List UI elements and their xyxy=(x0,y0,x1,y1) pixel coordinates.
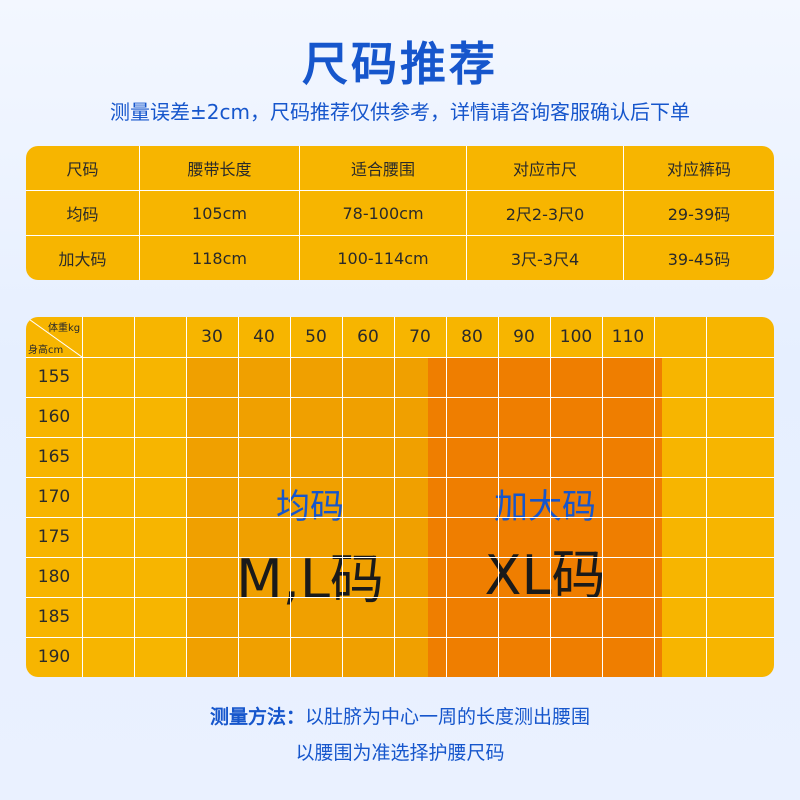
grid-line-horizontal xyxy=(26,557,774,558)
grid-line-horizontal xyxy=(26,517,774,518)
zone-xl-name: 加大码 xyxy=(494,487,596,527)
height-label: 190 xyxy=(37,647,71,667)
grid-line-vertical xyxy=(238,317,239,677)
grid-line-horizontal xyxy=(26,397,774,398)
height-label: 180 xyxy=(37,567,71,587)
weight-label: 90 xyxy=(513,327,535,347)
height-label: 160 xyxy=(37,407,71,427)
corner-weight-label: 体重kg xyxy=(48,323,81,334)
height-label: 185 xyxy=(37,607,71,627)
height-label: 175 xyxy=(37,527,71,547)
table-cell: 2尺2-3尺0 xyxy=(467,191,624,236)
grid-line-horizontal xyxy=(26,357,774,358)
measure-method-label: 测量方法： xyxy=(209,706,305,728)
height-label: 165 xyxy=(37,447,71,467)
corner-diagonal xyxy=(26,317,82,357)
weight-label: 70 xyxy=(409,327,431,347)
weight-label: 50 xyxy=(305,327,327,347)
grid-line-vertical xyxy=(654,317,655,677)
table-cell: 39-45码 xyxy=(667,250,731,269)
grid-line-vertical xyxy=(446,317,447,677)
table-cell: 118cm xyxy=(140,236,300,280)
table-header-cell: 对应市尺 xyxy=(467,146,624,191)
page-subtitle: 测量误差±2cm，尺码推荐仅供参考，详情请咨询客服确认后下单 xyxy=(110,100,690,124)
grid-line-vertical xyxy=(82,317,83,677)
size-table: 尺码 腰带长度 适合腰围 对应市尺 对应裤码均码 105cm 78-100cm 2尺2-3尺0… xyxy=(26,146,774,280)
size-grid-chart: 体重kg 身高cm 均码 M,L码 加大码 XL码 30 40 50 60 70 80 90… xyxy=(26,317,774,677)
table-cell: 加大码 xyxy=(26,236,140,280)
grid-line-vertical xyxy=(550,317,551,677)
grid-line-horizontal xyxy=(26,637,774,638)
table-header-cell: 适合腰围 xyxy=(300,146,467,191)
measure-method-line2: 以腰围为准选择护腰尺码 xyxy=(295,742,505,764)
corner-height-label: 身高cm xyxy=(28,345,64,356)
zone-m-size: M,L码 xyxy=(236,548,384,611)
grid-line-vertical xyxy=(290,317,291,677)
grid-line-vertical xyxy=(498,317,499,677)
grid-line-vertical xyxy=(394,317,395,677)
table-cell: 3尺-3尺4 xyxy=(467,236,624,280)
measure-method-line1: 测量方法：以肚脐为中心一周的长度测出腰围 xyxy=(0,702,800,729)
table-header-cell: 尺码 xyxy=(26,146,140,191)
grid-line-vertical xyxy=(134,317,135,677)
height-label: 155 xyxy=(37,367,71,387)
weight-label: 30 xyxy=(201,327,223,347)
weight-label: 80 xyxy=(461,327,483,347)
grid-line-horizontal xyxy=(26,437,774,438)
grid-line-horizontal xyxy=(26,477,774,478)
table-cell: 均码 xyxy=(26,191,140,236)
grid-line-vertical xyxy=(186,317,187,677)
page-title: 尺码推荐 xyxy=(302,37,498,91)
table-cell: 78-100cm xyxy=(300,191,467,236)
grid-line-vertical xyxy=(706,317,707,677)
weight-label: 100 xyxy=(559,327,593,347)
table-cell: 100-114cm xyxy=(300,236,467,280)
grid-line-vertical xyxy=(602,317,603,677)
zone-m-name: 均码 xyxy=(276,487,344,527)
measure-method-text1: 以肚脐为中心一周的长度测出腰围 xyxy=(305,706,591,728)
table-header-cell: 对应裤码 xyxy=(624,146,774,191)
grid-line-horizontal xyxy=(26,597,774,598)
height-label: 170 xyxy=(37,487,71,507)
weight-label: 110 xyxy=(611,327,645,347)
grid-line-vertical xyxy=(342,317,343,677)
table-cell: 105cm xyxy=(140,191,300,236)
weight-label: 40 xyxy=(253,327,275,347)
table-cell: 29-39码 xyxy=(624,191,774,236)
zone-xl-size: XL码 xyxy=(484,544,606,607)
table-header-cell: 腰带长度 xyxy=(140,146,300,191)
weight-label: 60 xyxy=(357,327,379,347)
